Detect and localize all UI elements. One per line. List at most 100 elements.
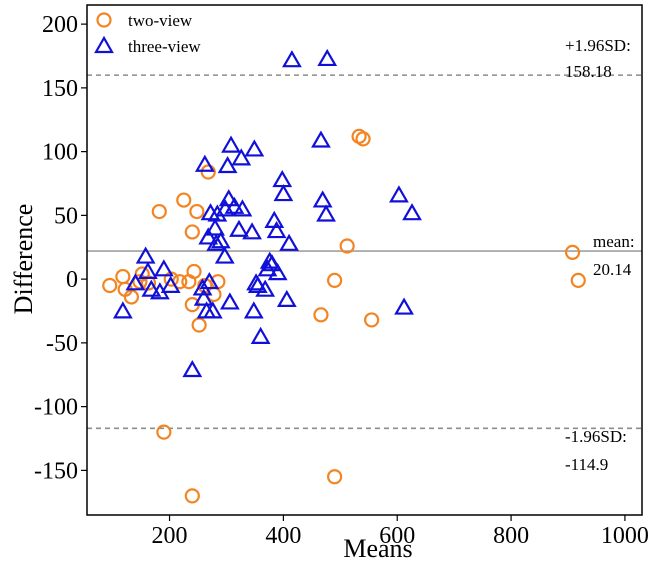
lower-limit-label: -1.96SD:	[565, 427, 627, 446]
point-three-view	[279, 233, 299, 251]
point-three-view	[112, 301, 133, 319]
x-axis: 200 400 600 800 1000	[152, 515, 649, 549]
point-two-view	[570, 272, 586, 288]
reference-lines	[87, 74, 642, 430]
point-two-view	[327, 469, 343, 485]
point-three-view	[250, 326, 271, 344]
x-tick-label: 600	[379, 523, 415, 549]
x-axis-title: Means	[343, 534, 412, 563]
point-two-view	[151, 203, 167, 220]
y-tick-label: 100	[42, 140, 78, 166]
point-two-view	[186, 263, 202, 280]
y-tick-label: 0	[66, 267, 78, 293]
y-tick-label: 200	[42, 12, 78, 38]
upper-limit-value: 158.18	[565, 62, 612, 81]
point-three-view	[316, 204, 336, 222]
y-axis-title: Difference	[9, 204, 38, 315]
point-two-view	[140, 275, 157, 291]
point-two-view	[176, 192, 192, 208]
point-three-view	[255, 279, 276, 297]
legend-label-two-view: two-view	[128, 11, 193, 30]
point-three-view	[214, 246, 235, 264]
legend-marker-three-view	[94, 35, 114, 54]
point-three-view	[199, 271, 220, 290]
lower-limit-value: -114.9	[565, 455, 608, 474]
point-three-view	[264, 210, 285, 228]
point-two-view	[189, 203, 205, 220]
point-three-view	[202, 301, 223, 319]
point-three-view	[232, 199, 253, 217]
point-two-view	[184, 488, 200, 504]
point-three-view	[276, 289, 297, 307]
x-tick-label: 800	[493, 523, 529, 549]
point-three-view	[210, 231, 231, 249]
y-tick-label: -150	[34, 458, 78, 484]
point-three-view	[389, 185, 409, 203]
point-three-view	[138, 261, 158, 279]
point-two-view	[132, 274, 148, 290]
point-three-view	[193, 288, 214, 306]
point-three-view	[402, 203, 422, 221]
point-three-view	[182, 359, 203, 378]
x-tick-label: 400	[265, 523, 301, 549]
point-three-view	[272, 169, 293, 188]
point-three-view	[205, 218, 225, 236]
mean-label: mean:	[593, 232, 635, 251]
point-two-view	[102, 277, 118, 294]
x-tick-label: 200	[152, 523, 188, 549]
point-two-view	[200, 164, 216, 180]
point-three-view	[229, 219, 249, 237]
point-three-view	[160, 275, 181, 293]
point-three-view	[206, 233, 227, 251]
x-tick-label: 1000	[601, 523, 649, 549]
upper-limit-label: +1.96SD:	[565, 36, 631, 55]
data-points	[102, 48, 586, 504]
legend-label-three-view: three-view	[128, 37, 201, 56]
point-two-view	[364, 312, 380, 328]
point-three-view	[135, 246, 156, 264]
y-tick-label: 50	[54, 203, 78, 229]
point-two-view	[156, 424, 172, 440]
point-three-view	[311, 130, 331, 148]
legend-marker-two-view	[96, 12, 112, 28]
point-two-view	[355, 131, 371, 147]
point-three-view	[219, 292, 240, 310]
point-three-view	[231, 148, 252, 166]
point-two-view	[313, 307, 329, 323]
point-three-view	[198, 227, 219, 245]
mean-value: 20.14	[593, 260, 632, 279]
point-three-view	[242, 222, 262, 240]
point-two-view	[184, 224, 200, 240]
point-three-view	[218, 189, 239, 207]
legend: two-view three-view	[94, 11, 201, 56]
point-three-view	[312, 190, 333, 208]
point-three-view	[266, 220, 287, 239]
point-three-view	[267, 263, 288, 281]
point-two-view	[123, 289, 139, 305]
point-two-view	[327, 272, 343, 288]
point-two-view	[191, 317, 207, 333]
y-tick-label: 150	[42, 76, 78, 102]
plot-frame	[86, 4, 643, 516]
y-tick-label: -100	[34, 395, 78, 421]
point-three-view	[273, 183, 294, 202]
point-three-view	[221, 135, 241, 153]
point-three-view	[244, 139, 265, 157]
point-two-view	[339, 238, 355, 254]
point-three-view	[243, 301, 264, 319]
point-two-view	[564, 244, 581, 260]
point-three-view	[394, 297, 414, 315]
point-three-view	[141, 279, 162, 297]
y-axis: 200 150 100 50 0 -50 -100 -150	[34, 12, 87, 484]
point-three-view	[207, 204, 228, 222]
point-three-view	[247, 275, 268, 293]
point-three-view	[194, 154, 215, 172]
point-three-view	[224, 196, 245, 214]
point-three-view	[125, 273, 146, 291]
point-three-view	[282, 50, 302, 68]
point-three-view	[153, 259, 174, 277]
y-tick-label: -50	[46, 331, 78, 357]
point-three-view	[317, 48, 338, 67]
point-two-view	[115, 268, 131, 285]
